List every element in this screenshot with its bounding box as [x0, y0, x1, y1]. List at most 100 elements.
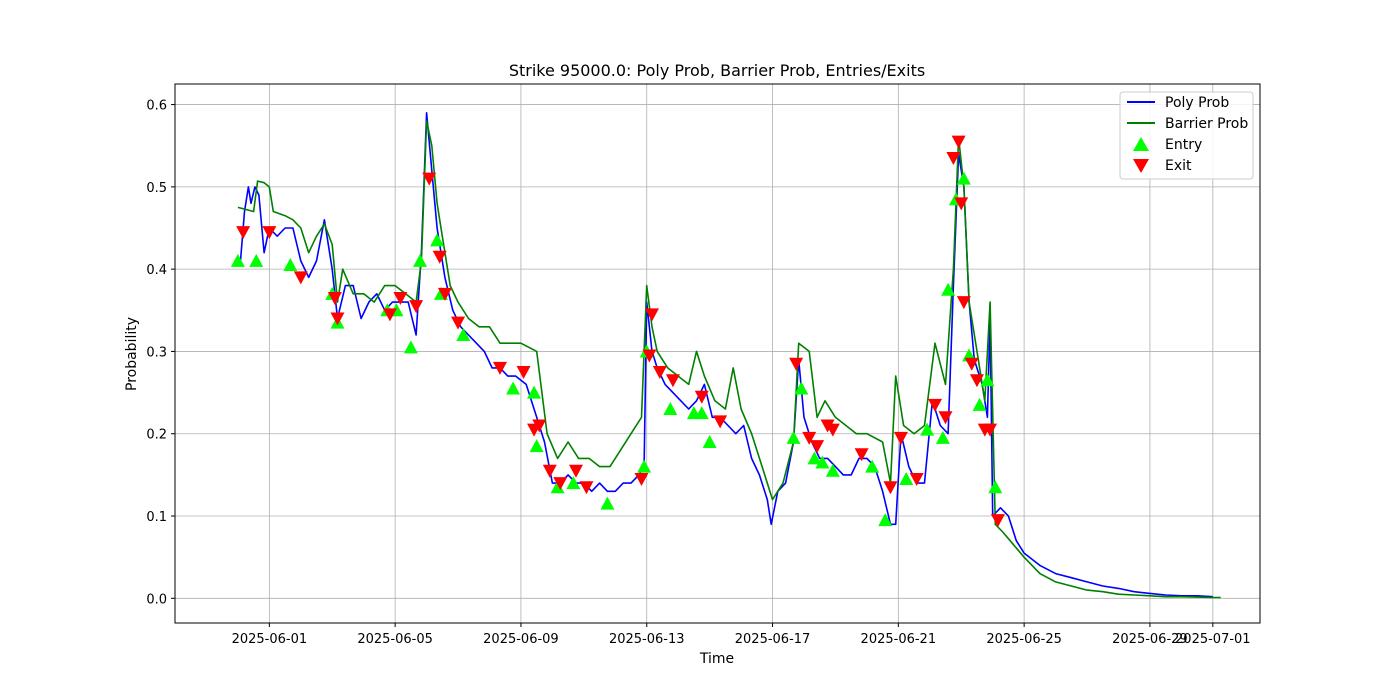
entry-marker	[815, 455, 830, 469]
x-tick-label: 2025-06-01	[232, 632, 308, 647]
exit-marker	[954, 197, 969, 211]
entry-marker	[980, 373, 995, 387]
exit-marker	[542, 464, 557, 478]
entry-marker	[663, 402, 678, 416]
exit-marker	[964, 357, 979, 371]
exit-marker	[236, 226, 251, 240]
entry-marker	[794, 381, 809, 395]
entry-marker	[249, 253, 264, 267]
exit-marker	[642, 349, 657, 363]
exit-marker	[451, 316, 466, 330]
exit-marker	[579, 481, 594, 495]
exit-marker	[990, 514, 1005, 528]
x-tick-label: 2025-06-09	[483, 632, 559, 647]
exit-marker	[810, 440, 825, 454]
y-tick-label: 0.5	[146, 181, 167, 196]
entry-marker	[941, 282, 956, 296]
x-tick-label: 2025-06-25	[986, 632, 1062, 647]
entry-marker	[529, 439, 544, 453]
exit-marker	[393, 291, 408, 305]
exit-marker	[432, 250, 447, 264]
legend-exit-marker	[1133, 159, 1149, 173]
y-tick-label: 0.2	[146, 428, 167, 443]
exit-marker	[492, 361, 507, 375]
legend-entry-label: Entry	[1165, 137, 1202, 153]
exit-marker	[422, 172, 437, 186]
exit-marker	[825, 423, 840, 437]
marker-layer	[230, 135, 1005, 528]
y-tick-label: 0.1	[146, 510, 167, 525]
x-tick-label: 2025-06-17	[735, 632, 811, 647]
y-tick-label: 0.4	[146, 263, 167, 278]
exit-marker	[634, 472, 649, 486]
exit-marker	[951, 135, 966, 149]
legend: Poly Prob Barrier Prob Entry Exit	[1119, 91, 1254, 180]
exit-marker	[532, 419, 547, 433]
legend-exit-label: Exit	[1165, 158, 1192, 174]
y-tick-label: 0.0	[146, 592, 167, 607]
plot-area	[174, 83, 1261, 624]
x-tick-label: 2025-06-05	[357, 632, 433, 647]
legend-poly-label: Poly Prob	[1165, 95, 1229, 111]
exit-marker	[437, 287, 452, 301]
exit-marker	[969, 374, 984, 388]
entry-marker	[935, 430, 950, 444]
entry-marker	[637, 459, 652, 473]
legend-barrier-label: Barrier Prob	[1165, 116, 1248, 132]
entry-marker	[786, 430, 801, 444]
exit-marker	[330, 312, 345, 326]
plot-frame	[174, 83, 1261, 624]
x-tick-label: 2025-06-29	[1112, 632, 1188, 647]
y-axis-label: Probability	[124, 317, 140, 391]
exit-marker	[644, 308, 659, 322]
entry-marker	[456, 327, 471, 341]
exit-marker	[327, 291, 342, 305]
exit-marker	[568, 464, 583, 478]
exit-marker	[909, 472, 924, 486]
exit-marker	[516, 366, 531, 380]
entry-marker	[403, 340, 418, 354]
entry-marker	[430, 233, 445, 247]
exit-marker	[262, 226, 277, 240]
y-tick-label: 0.6	[146, 99, 167, 114]
exit-marker	[928, 398, 943, 412]
exit-marker	[983, 423, 998, 437]
legend-box	[1119, 91, 1254, 180]
entry-marker	[956, 171, 971, 185]
exit-marker	[883, 481, 898, 495]
exit-marker	[652, 366, 667, 380]
entry-marker	[550, 480, 565, 494]
entry-marker	[506, 381, 521, 395]
chart-title: Strike 95000.0: Poly Prob, Barrier Prob,…	[509, 61, 925, 80]
x-tick-label: 2025-06-21	[861, 632, 937, 647]
entry-marker	[988, 480, 1003, 494]
exit-marker	[665, 374, 680, 388]
exit-marker	[789, 357, 804, 371]
entry-marker	[702, 434, 717, 448]
entry-marker	[230, 253, 245, 267]
entry-marker	[694, 406, 709, 420]
exit-marker	[938, 411, 953, 425]
poly-prob-line	[239, 112, 1213, 598]
x-axis-label: Time	[699, 651, 734, 667]
exit-marker	[293, 271, 308, 285]
entry-marker	[566, 476, 581, 490]
legend-entry-marker	[1133, 137, 1149, 151]
x-tick-label: 2025-06-13	[609, 632, 685, 647]
x-tick-label: 2025-07-01	[1175, 632, 1251, 647]
entry-marker	[878, 513, 893, 527]
entry-marker	[899, 471, 914, 485]
exit-marker	[553, 477, 568, 491]
entry-marker	[807, 451, 822, 465]
exit-marker	[694, 390, 709, 404]
entry-marker	[920, 422, 935, 436]
exit-marker	[713, 415, 728, 429]
entry-marker	[283, 258, 298, 272]
exit-marker	[893, 431, 908, 445]
entry-marker	[413, 253, 428, 267]
exit-marker	[409, 300, 424, 314]
entry-marker	[825, 463, 840, 477]
entry-marker	[865, 459, 880, 473]
y-tick-label: 0.3	[146, 345, 167, 360]
